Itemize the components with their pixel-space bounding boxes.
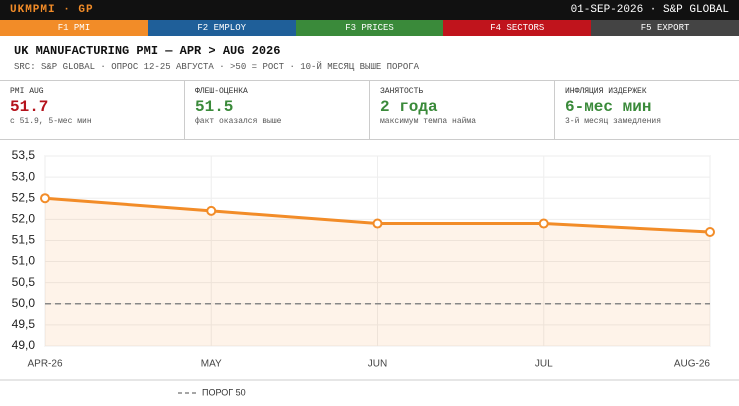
- tab[interactable]: F4 SECTORS: [443, 20, 592, 36]
- top-bar: UKMPMI · GP 01-SEP-2026 · S&P GLOBAL: [0, 0, 739, 20]
- kpi-value: 51.5: [195, 98, 234, 116]
- kpi-note: 3-й месяц замедления: [565, 117, 662, 126]
- date: 01-SEP-2026 · S&P GLOBAL: [570, 4, 729, 16]
- subtitle: SRC: S&P GLOBAL · ОПРОС 12-25 АВГУСТА · …: [14, 62, 420, 72]
- kpi-note: факт оказался выше: [195, 117, 282, 126]
- header: UK MANUFACTURING PMI — APR > AUG 2026 SR…: [0, 36, 739, 81]
- kpi-cell: ИНФЛЯЦИЯ ИЗДЕРЖЕК 6-мес мин 3-й месяц заме…: [555, 81, 739, 139]
- kpi-label: ЗАНЯТОСТЬ: [380, 87, 424, 96]
- ticker: UKMPMI · GP: [10, 4, 94, 16]
- kpi-label: PMI AUG: [10, 87, 44, 96]
- area: [45, 198, 710, 346]
- y-tick-label: 50,5: [12, 275, 36, 289]
- x-tick-label: JUN: [368, 359, 387, 370]
- tab[interactable]: F2 EMPLOY: [147, 20, 296, 36]
- kpi-value: 51.7: [10, 98, 49, 116]
- point: [538, 218, 549, 229]
- chart: 53,5 53,0 52,5 52,0 51,5 51,0 50,5 50,0 49,5 49,0…: [0, 148, 739, 397]
- y-tick-label: 52,5: [12, 190, 36, 204]
- kpi-note: с 51.9, 5-мес мин: [10, 117, 92, 126]
- title: UK MANUFACTURING PMI — APR > AUG 2026: [14, 44, 281, 58]
- y-tick-label: 53,0: [12, 169, 36, 183]
- x-tick-label: MAY: [201, 359, 222, 370]
- tab[interactable]: F5 EXPORT: [591, 20, 739, 36]
- point: [40, 193, 50, 204]
- x-tick-label: AUG-26: [674, 359, 711, 370]
- y-tick-label: 52,0: [12, 212, 36, 226]
- point: [372, 218, 383, 229]
- y-tick-label: 49,5: [12, 317, 36, 331]
- y-tick-label: 51,0: [12, 254, 36, 268]
- kpi-label: ИНФЛЯЦИЯ ИЗДЕРЖЕК: [565, 87, 647, 96]
- kpi-value: 2 года: [380, 98, 438, 116]
- tab[interactable]: F3 PRICES: [295, 20, 444, 36]
- tab-bar: F1 PMI F2 EMPLOY F3 PRICES F4 SECTORS F5 EXP…: [0, 20, 739, 36]
- y-tick-label: 51,5: [12, 233, 36, 247]
- point: [705, 227, 715, 237]
- kpi-cell: ФЛЕШ-ОЦЕНКА 51.5 факт оказался выше: [185, 81, 370, 139]
- tab[interactable]: F1 PMI: [0, 20, 148, 36]
- y-tick-label: 50,0: [12, 296, 36, 310]
- point: [206, 205, 217, 216]
- kpi-cell: PMI AUG 51.7 с 51.9, 5-мес мин: [0, 81, 185, 139]
- legend-label: ПОРОГ 50: [202, 387, 246, 397]
- kpi-cell: ЗАНЯТОСТЬ 2 года максимум темпа найма: [370, 81, 555, 139]
- x-tick-label: JUL: [535, 359, 553, 370]
- kpi-label: ФЛЕШ-ОЦЕНКА: [195, 87, 248, 96]
- y-tick-label: 49,0: [12, 338, 36, 352]
- x-tick-label: APR-26: [27, 359, 62, 370]
- kpi-value: 6-мес мин: [565, 98, 652, 116]
- kpi-note: максимум темпа найма: [380, 117, 477, 126]
- y-tick-label: 53,5: [12, 148, 36, 162]
- kpi-row: PMI AUG 51.7 с 51.9, 5-мес мин ФЛЕШ-ОЦЕНКА 5…: [0, 81, 739, 140]
